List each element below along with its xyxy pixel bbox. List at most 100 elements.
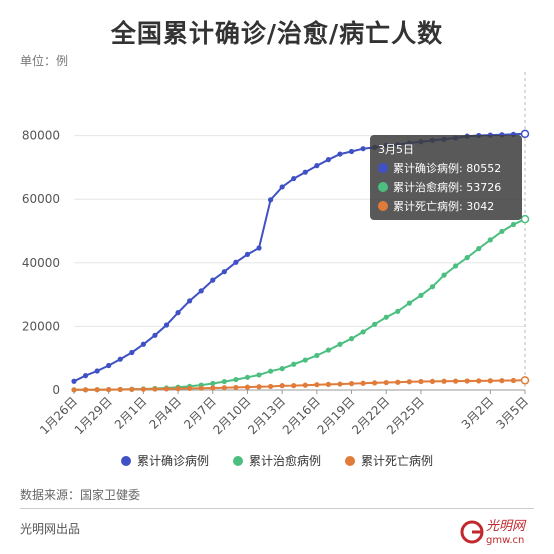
data-point bbox=[82, 373, 89, 379]
data-point bbox=[406, 300, 412, 306]
data-point bbox=[520, 376, 530, 385]
data-point bbox=[395, 379, 401, 385]
data-tooltip: 3月5日 累计确诊病例: 80552 累计治愈病例: 53726 累计死亡病例:… bbox=[370, 135, 522, 220]
data-point bbox=[244, 374, 251, 380]
data-point bbox=[372, 321, 378, 327]
data-point bbox=[429, 284, 436, 290]
y-tick-label: 60000 bbox=[22, 192, 60, 206]
chart-title: 全国累计确诊/治愈/病亡人数 bbox=[110, 19, 444, 48]
data-point bbox=[140, 341, 146, 347]
data-point bbox=[210, 385, 216, 391]
data-point bbox=[314, 163, 320, 169]
data-point bbox=[279, 184, 285, 190]
tooltip-dot-confirmed bbox=[378, 163, 388, 173]
data-point bbox=[244, 251, 251, 258]
legend-item-deaths[interactable]: 累计死亡病例 bbox=[345, 452, 433, 469]
tooltip-label-cured: 累计治愈病例: 53726 bbox=[393, 181, 502, 194]
data-point bbox=[464, 378, 470, 384]
x-tick-label: 2月19日 bbox=[315, 394, 358, 437]
x-tick-label: 1月26日 bbox=[37, 394, 80, 437]
tooltip-label-confirmed: 累计确诊病例: 80552 bbox=[393, 162, 502, 175]
data-point bbox=[233, 376, 239, 383]
tooltip-row-deaths: 累计死亡病例: 3042 bbox=[378, 198, 514, 214]
data-point bbox=[348, 336, 355, 342]
footer-divider bbox=[20, 508, 534, 509]
data-point bbox=[476, 378, 482, 384]
legend-item-cured[interactable]: 累计治愈病例 bbox=[232, 452, 321, 469]
logo-domain-text: gmw.cn bbox=[486, 535, 524, 546]
data-point bbox=[198, 385, 204, 391]
data-point bbox=[129, 349, 135, 356]
unit-label: 单位：例 bbox=[20, 54, 69, 68]
data-point bbox=[499, 228, 505, 235]
data-point bbox=[383, 379, 389, 386]
data-point bbox=[476, 246, 482, 252]
data-point bbox=[210, 277, 216, 283]
legend-label-confirmed: 累计确诊病例 bbox=[136, 454, 209, 468]
data-point bbox=[106, 362, 112, 369]
tooltip-label-deaths: 累计死亡病例: 3042 bbox=[393, 200, 495, 213]
data-point bbox=[71, 387, 77, 393]
data-point bbox=[520, 214, 530, 224]
data-point bbox=[325, 381, 332, 387]
gmw-logo: 光明网 gmw.cn bbox=[460, 519, 527, 546]
data-point bbox=[464, 255, 470, 261]
data-point bbox=[71, 378, 77, 384]
data-point bbox=[314, 352, 320, 359]
data-point bbox=[291, 361, 297, 367]
data-source: 数据来源：国家卫健委 bbox=[20, 488, 141, 502]
tooltip-dot-deaths bbox=[378, 201, 388, 211]
data-point bbox=[256, 245, 262, 251]
data-point bbox=[198, 288, 204, 294]
tooltip-date: 3月5日 bbox=[378, 143, 414, 156]
series-line bbox=[73, 379, 526, 391]
data-point bbox=[233, 259, 239, 265]
data-point bbox=[291, 175, 297, 182]
series-line bbox=[74, 218, 526, 391]
chart-legend: 累计确诊病例 累计治愈病例 累计死亡病例 bbox=[0, 452, 554, 469]
legend-label-deaths: 累计死亡病例 bbox=[361, 454, 434, 468]
data-point bbox=[279, 366, 285, 372]
data-point bbox=[152, 386, 158, 392]
data-point bbox=[360, 380, 366, 386]
data-point bbox=[453, 378, 459, 384]
data-point bbox=[244, 384, 251, 390]
data-point bbox=[117, 356, 123, 362]
data-point bbox=[314, 382, 320, 388]
data-point bbox=[499, 378, 505, 384]
data-point bbox=[175, 386, 181, 392]
data-point bbox=[418, 378, 424, 385]
data-point bbox=[187, 298, 193, 304]
legend-item-confirmed[interactable]: 累计确诊病例 bbox=[120, 452, 209, 469]
data-point bbox=[117, 386, 123, 393]
x-tick-label: 2月22日 bbox=[349, 394, 392, 437]
legend-dot-cured bbox=[232, 455, 243, 466]
data-point bbox=[94, 368, 100, 374]
data-point bbox=[291, 383, 297, 389]
x-tick-label: 3月5日 bbox=[493, 394, 531, 432]
data-point bbox=[256, 372, 262, 378]
data-point bbox=[152, 332, 158, 338]
data-point bbox=[175, 310, 181, 316]
x-tick-label: 2月13日 bbox=[245, 394, 288, 437]
data-point bbox=[395, 308, 401, 314]
data-point bbox=[510, 377, 517, 384]
data-point bbox=[267, 383, 274, 390]
data-point bbox=[441, 272, 447, 278]
data-point bbox=[129, 386, 135, 392]
data-point bbox=[163, 322, 170, 328]
data-point bbox=[348, 148, 355, 155]
data-point bbox=[429, 378, 436, 384]
tooltip-dot-cured bbox=[378, 182, 388, 192]
footer-credit: 光明网出品 bbox=[20, 522, 81, 536]
logo-brand-text: 光明网 bbox=[486, 519, 527, 534]
data-point bbox=[487, 378, 493, 384]
data-point bbox=[210, 380, 216, 387]
x-tick-label: 2月1日 bbox=[112, 394, 150, 432]
data-point bbox=[418, 292, 424, 299]
data-point bbox=[82, 387, 89, 393]
x-tick-label: 2月16日 bbox=[280, 394, 323, 437]
data-point bbox=[520, 129, 530, 139]
x-tick-label: 2月10日 bbox=[211, 394, 254, 437]
